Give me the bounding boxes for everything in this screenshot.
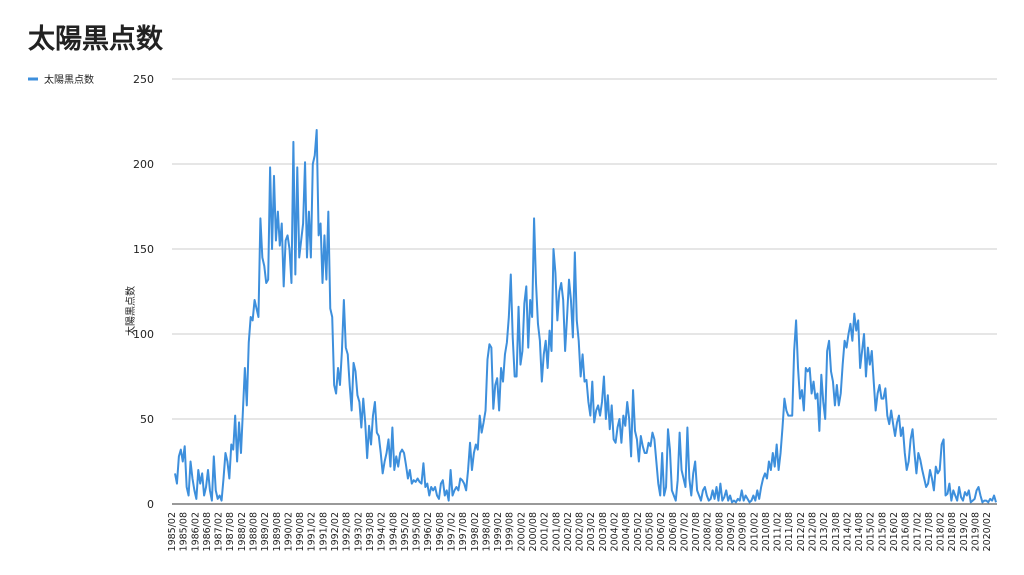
x-tick-label: 2004/02	[610, 512, 621, 551]
x-tick-label: 1989/08	[272, 512, 283, 551]
x-tick-label: 2017/08	[924, 512, 935, 551]
x-tick-label: 2002/02	[563, 512, 574, 551]
x-tick-label: 2001/02	[540, 512, 551, 551]
x-tick-label: 2015/08	[877, 512, 888, 551]
x-tick-label: 2016/02	[889, 512, 900, 551]
x-tick-label: 2000/08	[528, 512, 539, 551]
x-tick-label: 2009/02	[726, 512, 737, 551]
x-tick-label: 1991/02	[307, 512, 318, 551]
x-tick-label: 2003/08	[598, 512, 609, 551]
x-tick-label: 2004/08	[621, 512, 632, 551]
x-tick-label: 2009/08	[738, 512, 749, 551]
x-tick-label: 2001/08	[551, 512, 562, 551]
x-tick-label: 1990/08	[295, 512, 306, 551]
x-tick-label: 1999/02	[493, 512, 504, 551]
x-tick-label: 2005/08	[644, 512, 655, 551]
x-tick-label: 2012/08	[807, 512, 818, 551]
x-tick-label: 1987/02	[214, 512, 225, 551]
x-tick-label: 2018/02	[936, 512, 947, 551]
x-tick-label: 1998/02	[470, 512, 481, 551]
y-axis-title: 太陽黒点数	[124, 286, 137, 336]
x-tick-label: 1988/02	[237, 512, 248, 551]
x-tick-label: 1996/08	[435, 512, 446, 551]
x-tick-label: 2012/02	[796, 512, 807, 551]
x-tick-label: 1993/08	[365, 512, 376, 551]
x-tick-label: 2010/08	[761, 512, 772, 551]
chart-title: 太陽黒点数	[28, 24, 164, 55]
x-tick-label: 2011/02	[773, 512, 784, 551]
x-tick-label: 1986/02	[190, 512, 201, 551]
x-tick-label: 2003/02	[586, 512, 597, 551]
x-tick-label: 2002/08	[575, 512, 586, 551]
x-tick-label: 2020/02	[982, 512, 993, 551]
x-tick-label: 1996/02	[423, 512, 434, 551]
x-tick-label: 1985/08	[179, 512, 190, 551]
x-tick-label: 2019/08	[971, 512, 982, 551]
x-tick-label: 2019/02	[959, 512, 970, 551]
x-tick-label: 2014/02	[842, 512, 853, 551]
x-tick-label: 2018/08	[947, 512, 958, 551]
x-tick-label: 1995/02	[400, 512, 411, 551]
y-tick-label: 0	[147, 498, 154, 511]
x-tick-label: 1997/02	[446, 512, 457, 551]
x-tick-label: 1998/08	[481, 512, 492, 551]
x-tick-label: 2013/08	[831, 512, 842, 551]
x-tick-label: 2007/02	[679, 512, 690, 551]
x-tick-label: 1989/02	[260, 512, 271, 551]
x-tick-label: 2008/02	[703, 512, 714, 551]
x-tick-label: 2017/02	[912, 512, 923, 551]
x-tick-label: 2016/08	[901, 512, 912, 551]
y-tick-label: 200	[133, 158, 154, 171]
y-tick-label: 100	[133, 328, 154, 341]
x-tick-label: 1991/08	[318, 512, 329, 551]
x-tick-label: 1988/08	[249, 512, 260, 551]
x-tick-label: 1994/02	[377, 512, 388, 551]
x-tick-label: 2007/08	[691, 512, 702, 551]
x-tick-label: 2005/02	[633, 512, 644, 551]
x-tick-label: 2006/08	[668, 512, 679, 551]
x-tick-label: 2008/08	[714, 512, 725, 551]
x-tick-label: 1995/08	[412, 512, 423, 551]
x-tick-label: 1986/08	[202, 512, 213, 551]
x-tick-label: 1993/02	[353, 512, 364, 551]
x-tick-label: 1985/02	[167, 512, 178, 551]
x-tick-label: 2015/02	[866, 512, 877, 551]
y-tick-label: 250	[133, 73, 154, 86]
x-tick-label: 2010/02	[749, 512, 760, 551]
x-tick-label: 1994/08	[388, 512, 399, 551]
series-line	[174, 129, 997, 504]
x-tick-label: 1987/08	[225, 512, 236, 551]
y-tick-label: 150	[133, 243, 154, 256]
x-tick-label: 2000/02	[516, 512, 527, 551]
x-tick-label: 2006/02	[656, 512, 667, 551]
x-tick-label: 1992/08	[342, 512, 353, 551]
x-tick-label: 1997/08	[458, 512, 469, 551]
x-tick-label: 1992/02	[330, 512, 341, 551]
x-tick-label: 1990/02	[283, 512, 294, 551]
x-tick-label: 1999/08	[505, 512, 516, 551]
x-tick-label: 2014/08	[854, 512, 865, 551]
x-tick-label: 2013/02	[819, 512, 830, 551]
y-tick-label: 50	[140, 413, 154, 426]
legend-label: 太陽黒点数	[44, 73, 94, 86]
x-tick-label: 2011/08	[784, 512, 795, 551]
